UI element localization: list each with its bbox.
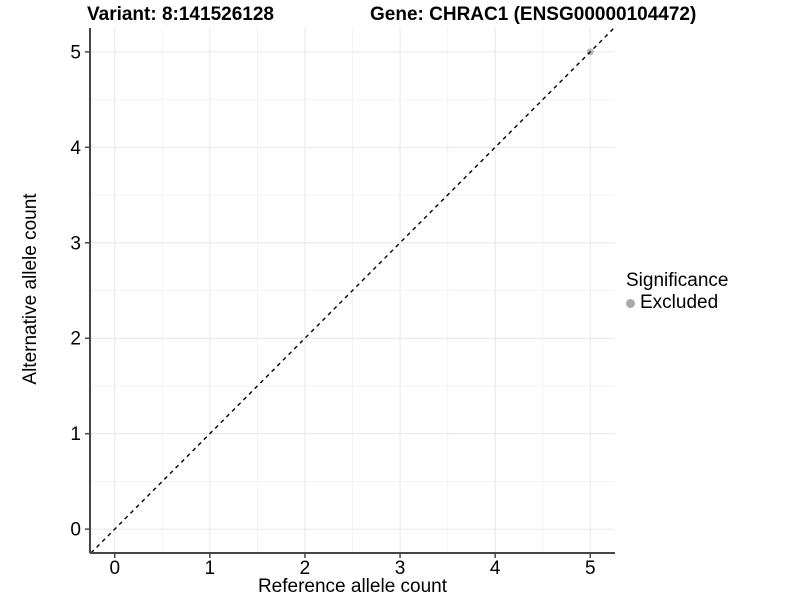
y-tick-label: 0 (70, 520, 81, 541)
x-axis-title: Reference allele count (257, 576, 448, 597)
y-tick-label: 4 (70, 138, 81, 159)
legend: Significance Excluded (626, 269, 728, 314)
y-tick-label: 5 (70, 42, 81, 63)
excluded-point-icon (626, 298, 635, 308)
x-tick-label: 1 (205, 558, 216, 579)
x-tick-label: 3 (395, 558, 406, 579)
x-tick-label: 2 (300, 558, 311, 579)
legend-item-label: Excluded (640, 292, 719, 313)
y-tick-label: 2 (70, 329, 81, 350)
x-tick-label: 5 (585, 558, 596, 579)
x-tick-label: 0 (109, 558, 120, 579)
plot-title-variant: Variant: 8:141526128 (87, 4, 274, 25)
y-axis-title: Alternative allele count (20, 193, 41, 385)
legend-title: Significance (626, 270, 729, 291)
x-tick-label: 4 (490, 558, 501, 579)
y-tick-label: 3 (70, 233, 81, 254)
plot-title-gene: Gene: CHRAC1 (ENSG00000104472) (370, 4, 697, 25)
y-tick-label: 1 (70, 424, 81, 445)
legend-item-excluded: Excluded (626, 292, 728, 314)
identity-line (90, 27, 615, 554)
